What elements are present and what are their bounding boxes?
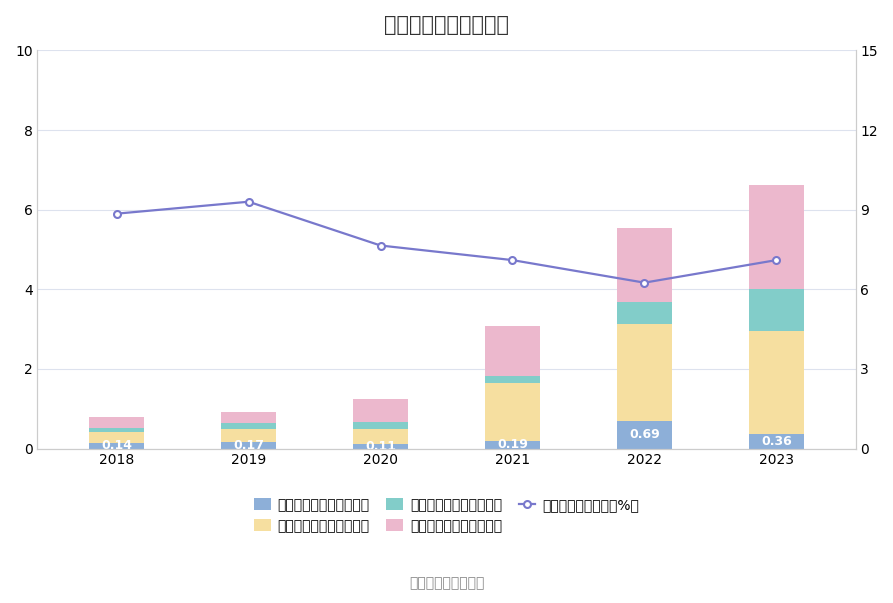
- Text: 0.11: 0.11: [365, 440, 396, 453]
- Bar: [221, 412, 276, 423]
- Text: 0.19: 0.19: [497, 438, 528, 451]
- Bar: [748, 185, 804, 289]
- Text: 0.36: 0.36: [761, 435, 792, 448]
- Bar: [485, 326, 540, 376]
- Bar: [89, 443, 145, 449]
- Text: 0.69: 0.69: [629, 428, 660, 441]
- Bar: [353, 444, 408, 449]
- Bar: [748, 289, 804, 330]
- Bar: [748, 434, 804, 449]
- Bar: [89, 432, 145, 443]
- Text: 数据来源：恒生聚源: 数据来源：恒生聚源: [409, 576, 484, 590]
- Text: 0.14: 0.14: [101, 439, 132, 452]
- Bar: [221, 423, 276, 429]
- Bar: [221, 442, 276, 449]
- Bar: [89, 417, 145, 428]
- Bar: [748, 330, 804, 434]
- Bar: [485, 376, 540, 384]
- Bar: [485, 384, 540, 441]
- Bar: [617, 324, 672, 421]
- Bar: [617, 302, 672, 324]
- Bar: [617, 228, 672, 302]
- Legend: 左轴：销售费用（亿元）, 左轴：管理费用（亿元）, 左轴：财务费用（亿元）, 左轴：研发费用（亿元）, 右轴：期间费用率（%）: 左轴：销售费用（亿元）, 左轴：管理费用（亿元）, 左轴：财务费用（亿元）, 左…: [254, 498, 639, 532]
- Bar: [485, 441, 540, 449]
- Bar: [89, 428, 145, 432]
- Bar: [221, 429, 276, 442]
- Bar: [617, 421, 672, 449]
- Title: 历年期间费用变化情况: 历年期间费用变化情况: [384, 15, 509, 35]
- Bar: [353, 422, 408, 429]
- Text: 0.17: 0.17: [233, 438, 264, 452]
- Bar: [353, 399, 408, 422]
- Bar: [353, 429, 408, 444]
